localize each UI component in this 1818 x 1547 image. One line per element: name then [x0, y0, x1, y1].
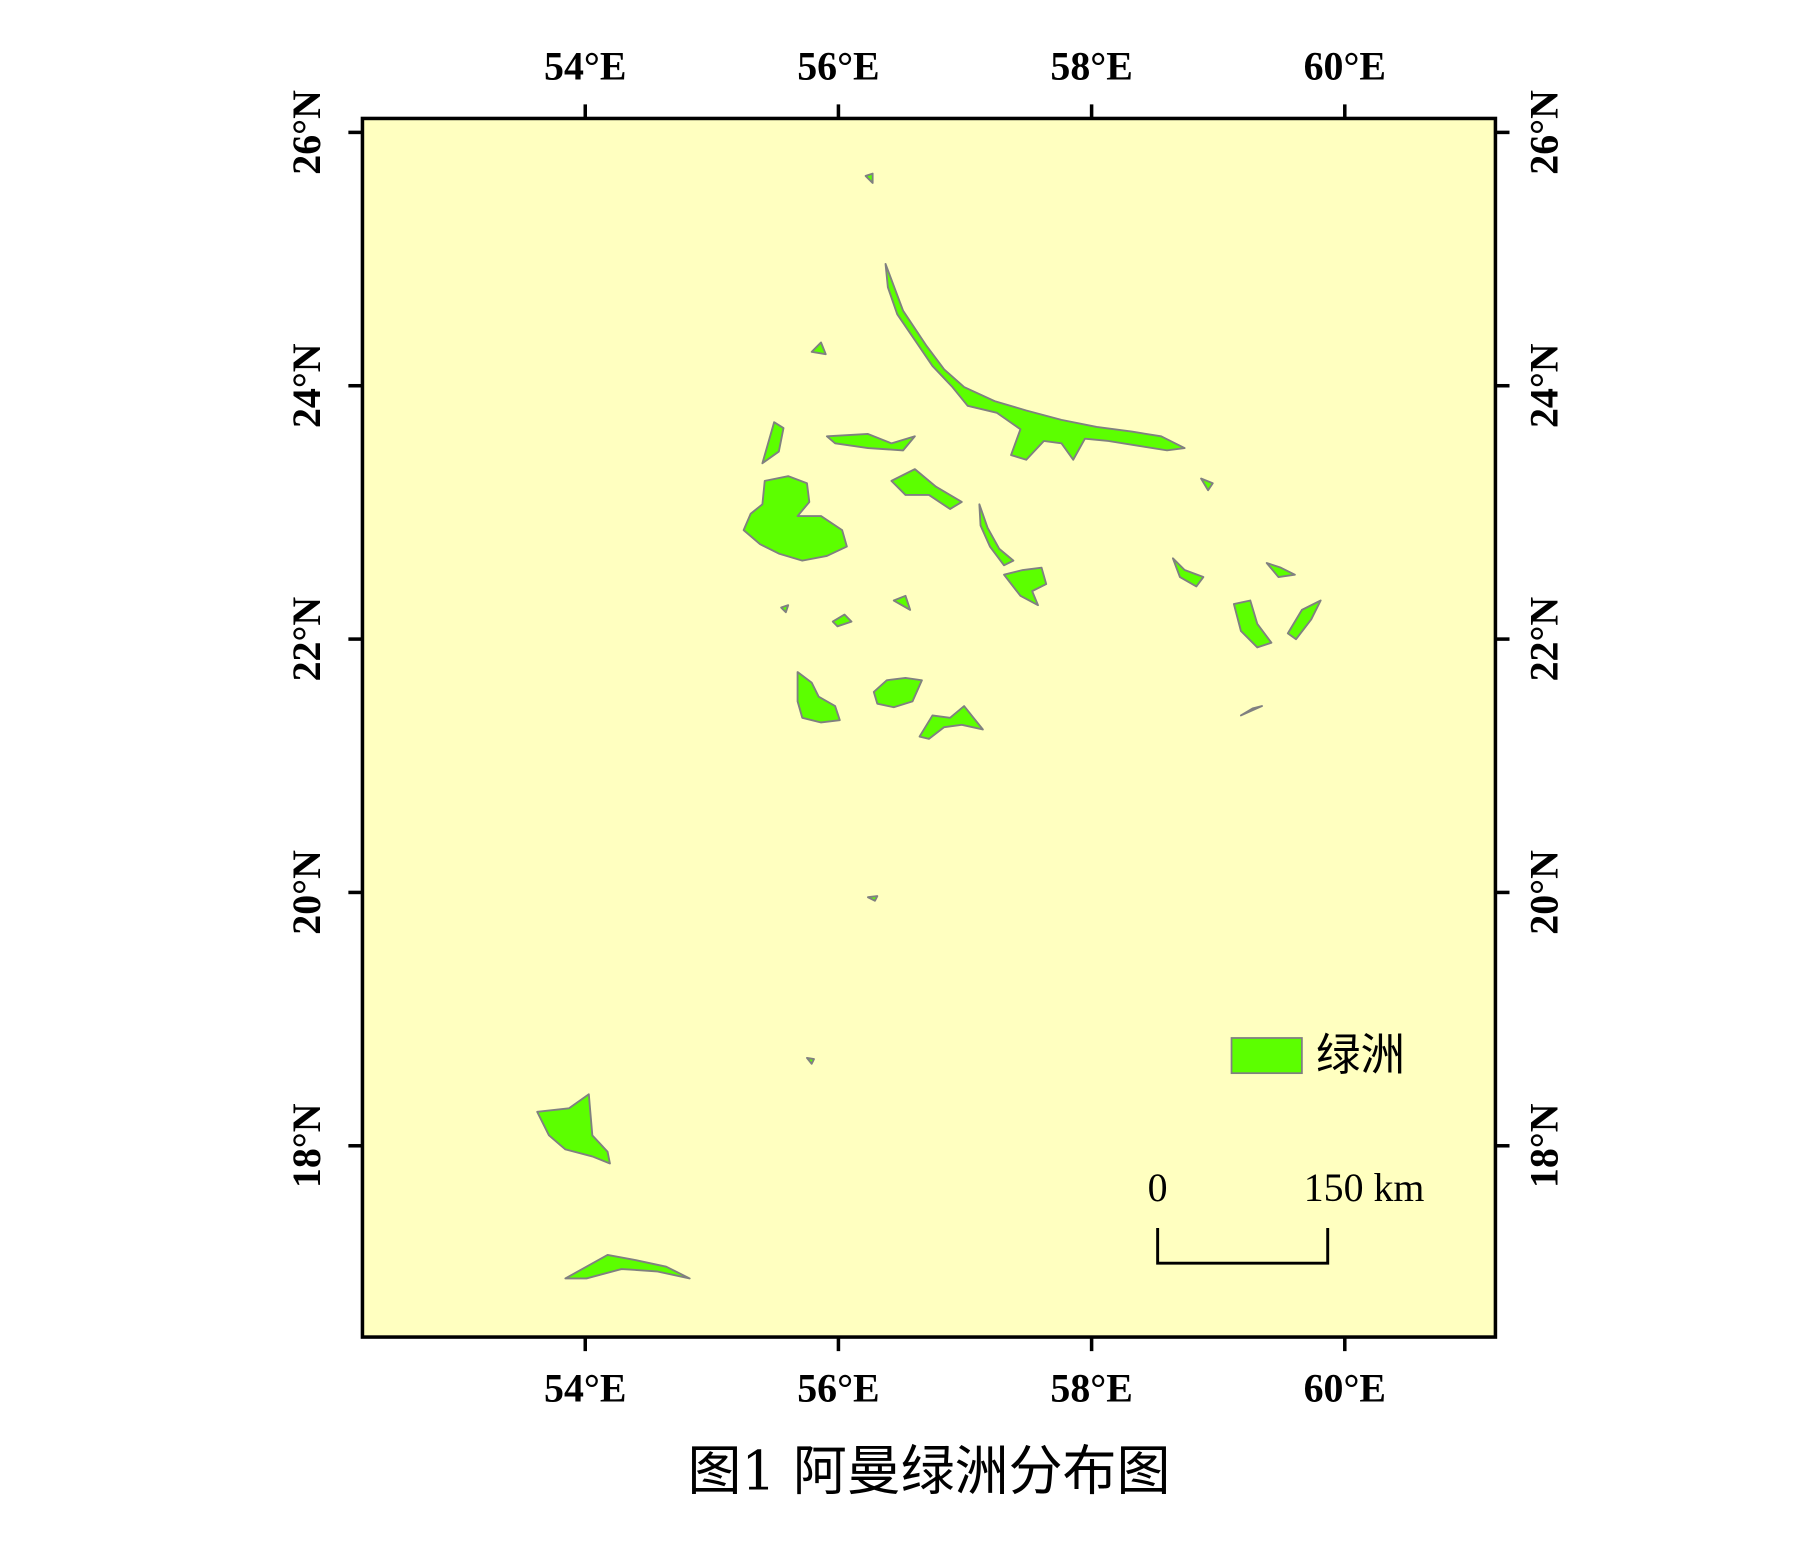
lat-tick-label: 18°N	[1521, 1103, 1566, 1188]
oasis	[867, 895, 879, 902]
scale-label: 0	[1148, 1165, 1168, 1210]
oasis	[864, 172, 874, 184]
scale-bar	[1156, 1227, 1330, 1265]
oasis	[806, 1056, 815, 1065]
oasis	[831, 613, 853, 628]
oasis	[1286, 599, 1322, 641]
scale-label: 150 km	[1304, 1165, 1425, 1210]
oasis	[1171, 557, 1205, 588]
lon-tick-label: 54°E	[544, 1365, 626, 1410]
lon-tick-label: 60°E	[1304, 1365, 1386, 1410]
lat-tick-label: 22°N	[284, 597, 329, 682]
lat-tick-label: 26°N	[284, 90, 329, 175]
legend-label: 绿洲	[1316, 1029, 1405, 1081]
oasis	[761, 421, 785, 465]
lat-tick-label: 22°N	[1521, 597, 1566, 682]
lat-tick-label: 18°N	[284, 1103, 329, 1188]
oasis	[872, 676, 923, 709]
oasis	[978, 503, 1015, 567]
oasis	[890, 468, 963, 510]
oasis	[892, 594, 912, 611]
oasis	[536, 1093, 611, 1165]
oasis	[1232, 599, 1273, 649]
oasis	[780, 604, 790, 614]
lat-tick-label: 24°N	[1521, 343, 1566, 428]
oasis	[1200, 477, 1214, 492]
oasis-areas	[536, 172, 1322, 1280]
lon-tick-label: 58°E	[1050, 44, 1132, 89]
oasis	[796, 671, 841, 724]
lon-tick-label: 60°E	[1304, 44, 1386, 89]
oasis	[742, 475, 848, 562]
legend-swatch	[1230, 1037, 1303, 1075]
figure-title: 图1 阿曼绿洲分布图	[687, 1439, 1170, 1502]
lon-tick-label: 54°E	[544, 44, 626, 89]
oasis	[918, 705, 984, 740]
lat-tick-label: 20°N	[284, 850, 329, 935]
lon-tick-label: 56°E	[797, 1365, 879, 1410]
lat-tick-label: 24°N	[284, 343, 329, 428]
oasis	[1265, 562, 1296, 578]
oasis	[810, 341, 827, 356]
oasis	[825, 433, 916, 452]
oasis	[1003, 566, 1048, 607]
lon-tick-label: 58°E	[1050, 1365, 1132, 1410]
oasis	[884, 262, 1186, 461]
oasis	[1239, 705, 1263, 717]
lon-tick-label: 56°E	[797, 44, 879, 89]
lat-tick-label: 20°N	[1521, 850, 1566, 935]
oasis	[564, 1254, 691, 1280]
lat-tick-label: 26°N	[1521, 90, 1566, 175]
